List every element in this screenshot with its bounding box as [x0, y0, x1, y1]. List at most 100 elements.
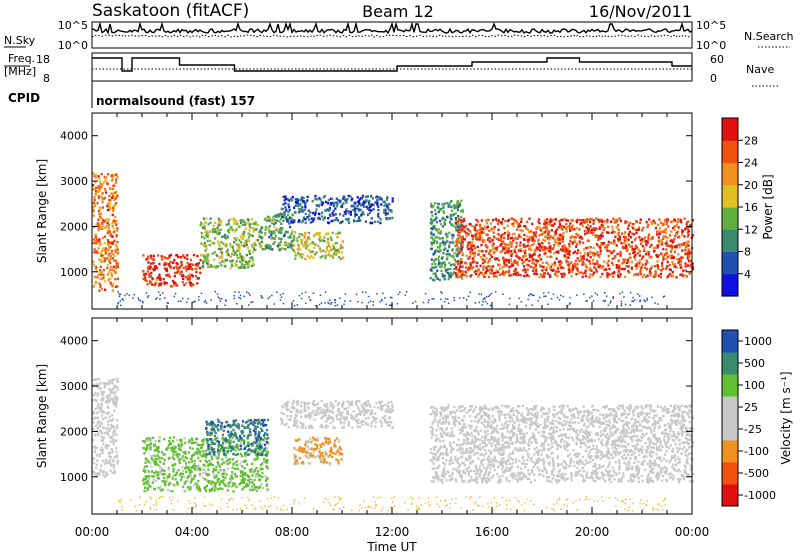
data-cell: [341, 246, 344, 249]
data-cell: [535, 261, 538, 264]
data-cell: [609, 250, 612, 253]
data-cell: [641, 244, 644, 248]
data-cell: [245, 241, 248, 244]
data-cell: [292, 236, 295, 240]
data-cell: [145, 469, 148, 472]
data-cell: [454, 244, 457, 248]
data-cell: [607, 225, 610, 229]
data-cell: [95, 466, 98, 470]
data-cell: [146, 486, 149, 490]
data-cell: [298, 457, 301, 460]
ground-scatter-cell: [632, 296, 634, 299]
data-cell: [101, 217, 104, 220]
data-cell: [106, 208, 109, 212]
data-cell: [568, 253, 571, 256]
data-cell: [158, 487, 161, 490]
data-cell: [108, 452, 111, 455]
data-cell: [273, 232, 276, 235]
data-cell: [686, 254, 689, 258]
data-cell: [340, 205, 344, 208]
data-cell: [453, 267, 456, 271]
data-cell: [188, 441, 191, 444]
data-cell: [110, 242, 113, 245]
ground-scatter-cell: [324, 302, 326, 304]
data-cell: [335, 201, 338, 204]
data-cell: [323, 457, 326, 461]
data-cell: [686, 231, 689, 234]
data-cell: [573, 236, 576, 239]
data-cell: [258, 230, 261, 233]
data-cell: [197, 451, 201, 454]
data-cell: [635, 246, 638, 249]
data-cell: [211, 457, 214, 461]
data-cell: [97, 432, 100, 435]
data-cell: [510, 252, 514, 256]
data-cell: [528, 259, 531, 263]
data-cell: [153, 454, 156, 458]
data-cell: [301, 210, 304, 213]
data-cell: [155, 460, 158, 463]
data-cell: [456, 224, 459, 227]
data-cell: [665, 228, 668, 231]
data-cell: [475, 237, 478, 241]
data-cell: [183, 482, 186, 485]
data-cell: [276, 228, 279, 231]
data-cell: [247, 479, 250, 482]
data-cell: [523, 268, 526, 271]
data-cell: [263, 448, 267, 451]
data-cell: [483, 225, 486, 228]
data-cell: [97, 221, 100, 225]
data-cell: [172, 449, 175, 452]
data-cell: [232, 421, 236, 424]
data-cell: [546, 255, 549, 258]
data-cell: [110, 447, 113, 451]
data-cell: [218, 443, 221, 446]
data-cell: [676, 258, 679, 261]
data-cell: [173, 258, 176, 262]
data-cell: [260, 237, 263, 240]
data-cell: [636, 228, 639, 232]
data-cell: [284, 241, 287, 244]
data-cell: [104, 401, 107, 404]
data-cell: [582, 254, 585, 258]
data-cell: [528, 256, 531, 259]
data-cell: [309, 243, 312, 246]
data-cell: [675, 266, 678, 269]
data-cell: [224, 237, 228, 241]
data-cell: [485, 257, 488, 260]
data-cell: [244, 260, 248, 264]
data-cell: [471, 225, 474, 228]
data-cell: [235, 419, 238, 422]
data-cell: [561, 240, 565, 243]
data-cell: [548, 220, 551, 223]
data-cell: [95, 186, 98, 189]
data-cell: [144, 276, 147, 280]
power-y-axis-label: Slant Range [km]: [35, 159, 49, 263]
data-cell: [110, 250, 114, 253]
data-cell: [159, 283, 162, 287]
data-cell: [484, 271, 488, 274]
ground-scatter-cell: [569, 296, 571, 299]
data-cell: [209, 462, 213, 465]
data-cell: [96, 422, 99, 425]
data-cell: [105, 431, 108, 434]
data-cell: [109, 281, 112, 284]
data-cell: [491, 238, 494, 242]
data-cell: [574, 259, 577, 263]
data-cell: [189, 481, 192, 484]
data-cell: [93, 378, 96, 382]
data-cell: [198, 267, 202, 270]
data-cell: [151, 481, 154, 484]
ground-scatter-cell: [591, 295, 593, 297]
data-cell: [434, 272, 437, 275]
data-cell: [248, 443, 251, 446]
data-cell: [158, 276, 162, 279]
data-cell: [171, 482, 174, 486]
data-cell: [511, 242, 514, 245]
beam-label: Beam 12: [362, 2, 434, 21]
data-cell: [511, 222, 514, 226]
data-cell: [202, 476, 205, 479]
data-cell: [226, 467, 230, 470]
data-cell: [538, 275, 541, 279]
data-cell: [160, 255, 163, 258]
